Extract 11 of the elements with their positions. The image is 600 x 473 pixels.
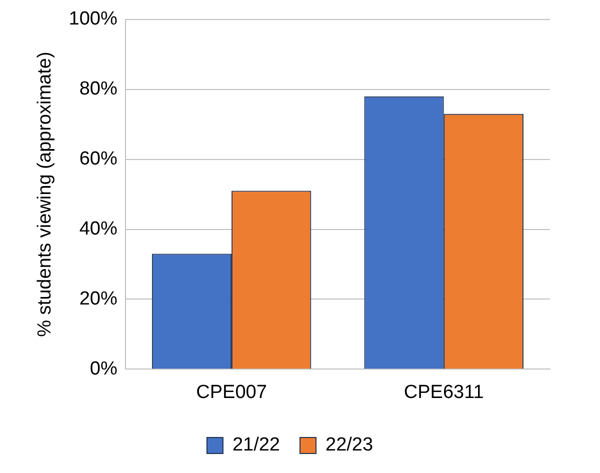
x-tick-label: CPE007 (196, 382, 267, 403)
y-tick-label: 0% (90, 358, 118, 380)
y-tick-label: 80% (79, 78, 118, 100)
y-tick-label: 60% (79, 148, 118, 170)
y-tick-label: 20% (79, 288, 118, 310)
legend-label: 22/23 (326, 434, 374, 456)
y-tick-label: 40% (79, 218, 118, 240)
y-axis-title: % students viewing (approximate) (34, 52, 56, 337)
y-tick-label: 100% (68, 8, 118, 30)
legend-label: 21/22 (232, 434, 280, 456)
x-tick-label: CPE6311 (404, 382, 484, 403)
